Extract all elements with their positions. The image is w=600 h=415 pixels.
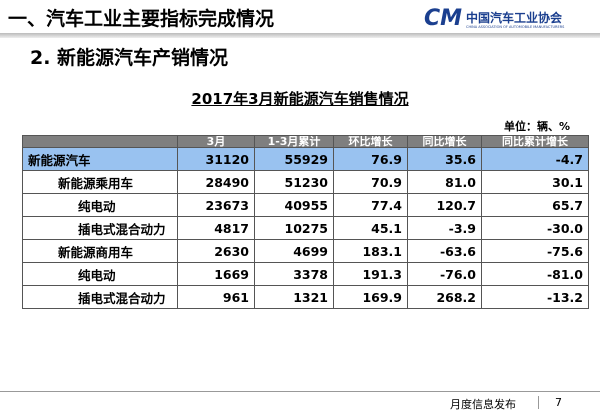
table-row: 新能源商用车 2630 4699 183.1 -63.6 -75.6 [22, 239, 589, 263]
unit: 单位：辆、% [503, 120, 570, 133]
value-cell: 40955 [254, 193, 334, 217]
value-cell: 961 [177, 285, 255, 309]
value-cell: -30.0 [481, 216, 589, 240]
table-row: 插电式混合动力 961 1321 169.9 268.2 -13.2 [22, 285, 589, 309]
value-cell: 76.9 [333, 147, 408, 171]
value-cell: 1321 [254, 285, 334, 309]
value-cell: -63.6 [407, 239, 482, 263]
header-cell: 环比增长 [333, 135, 408, 148]
value-cell: -75.6 [481, 239, 589, 263]
value-cell: -3.9 [407, 216, 482, 240]
row-label: 纯电动 [22, 193, 178, 217]
header-cell [22, 135, 178, 148]
row-label: 新能源商用车 [22, 239, 178, 263]
table-title-text: 2017年3月新能源汽车销售情况 [191, 90, 409, 108]
value-cell: 23673 [177, 193, 255, 217]
row-label: 纯电动 [22, 262, 178, 286]
logo-en: CHINA ASSOCIATION OF AUTOMOBILE MANUFACT… [466, 25, 565, 29]
header-title: 一、汽车工业主要指标完成情况 [8, 8, 275, 30]
value-cell: 191.3 [333, 262, 408, 286]
value-cell: 77.4 [333, 193, 408, 217]
value-cell: -4.7 [481, 147, 589, 171]
value-cell: -81.0 [481, 262, 589, 286]
table-row: 新能源汽车 31120 55929 76.9 35.6 -4.7 [22, 147, 589, 171]
footer-rule [0, 391, 600, 392]
value-cell: 81.0 [407, 170, 482, 194]
value-cell: 10275 [254, 216, 334, 240]
table-title: 2017年3月新能源汽车销售情况 [0, 88, 600, 109]
logo-cn: 中国汽车工业协会 [466, 11, 563, 25]
value-cell: -13.2 [481, 285, 589, 309]
table-row: 插电式混合动力 4817 10275 45.1 -3.9 -30.0 [22, 216, 589, 240]
value-cell: 28490 [177, 170, 255, 194]
header-cell: 1-3月累计 [254, 135, 334, 148]
value-cell: 70.9 [333, 170, 408, 194]
header-cell: 同比累计增长 [481, 135, 589, 148]
logo-mark: CM [424, 6, 463, 31]
value-cell: 30.1 [481, 170, 589, 194]
footer-sep [538, 396, 539, 409]
value-cell: 31120 [177, 147, 255, 171]
value-cell: 3378 [254, 262, 334, 286]
value-cell: 169.9 [333, 285, 408, 309]
header-rule [0, 33, 600, 38]
value-cell: 4699 [254, 239, 334, 263]
value-cell: 268.2 [407, 285, 482, 309]
value-cell: 1669 [177, 262, 255, 286]
value-cell: 45.1 [333, 216, 408, 240]
table-row: 新能源乘用车 28490 51230 70.9 81.0 30.1 [22, 170, 589, 194]
table-row: 纯电动 23673 40955 77.4 120.7 65.7 [22, 193, 589, 217]
section-title: 2. 新能源汽车产销情况 [30, 47, 229, 69]
data-table: 3月 1-3月累计 环比增长 同比增长 同比累计增长 新能源汽车 31120 55929 76.… [22, 135, 589, 309]
header-cell: 同比增长 [407, 135, 482, 148]
value-cell: 51230 [254, 170, 334, 194]
value-cell: 4817 [177, 216, 255, 240]
table-row: 纯电动 1669 3378 191.3 -76.0 -81.0 [22, 262, 589, 286]
value-cell: 55929 [254, 147, 334, 171]
value-cell: 35.6 [407, 147, 482, 171]
header-row: 3月 1-3月累计 环比增长 同比增长 同比累计增长 [22, 135, 589, 148]
value-cell: 2630 [177, 239, 255, 263]
page-number: 7 [555, 396, 562, 409]
footer-label: 月度信息发布 [450, 398, 516, 411]
value-cell: 65.7 [481, 193, 589, 217]
row-label: 插电式混合动力 [22, 285, 178, 309]
header-cell: 3月 [177, 135, 255, 148]
value-cell: 120.7 [407, 193, 482, 217]
value-cell: -76.0 [407, 262, 482, 286]
row-label: 插电式混合动力 [22, 216, 178, 240]
row-label: 新能源汽车 [22, 147, 178, 171]
row-label: 新能源乘用车 [22, 170, 178, 194]
value-cell: 183.1 [333, 239, 408, 263]
